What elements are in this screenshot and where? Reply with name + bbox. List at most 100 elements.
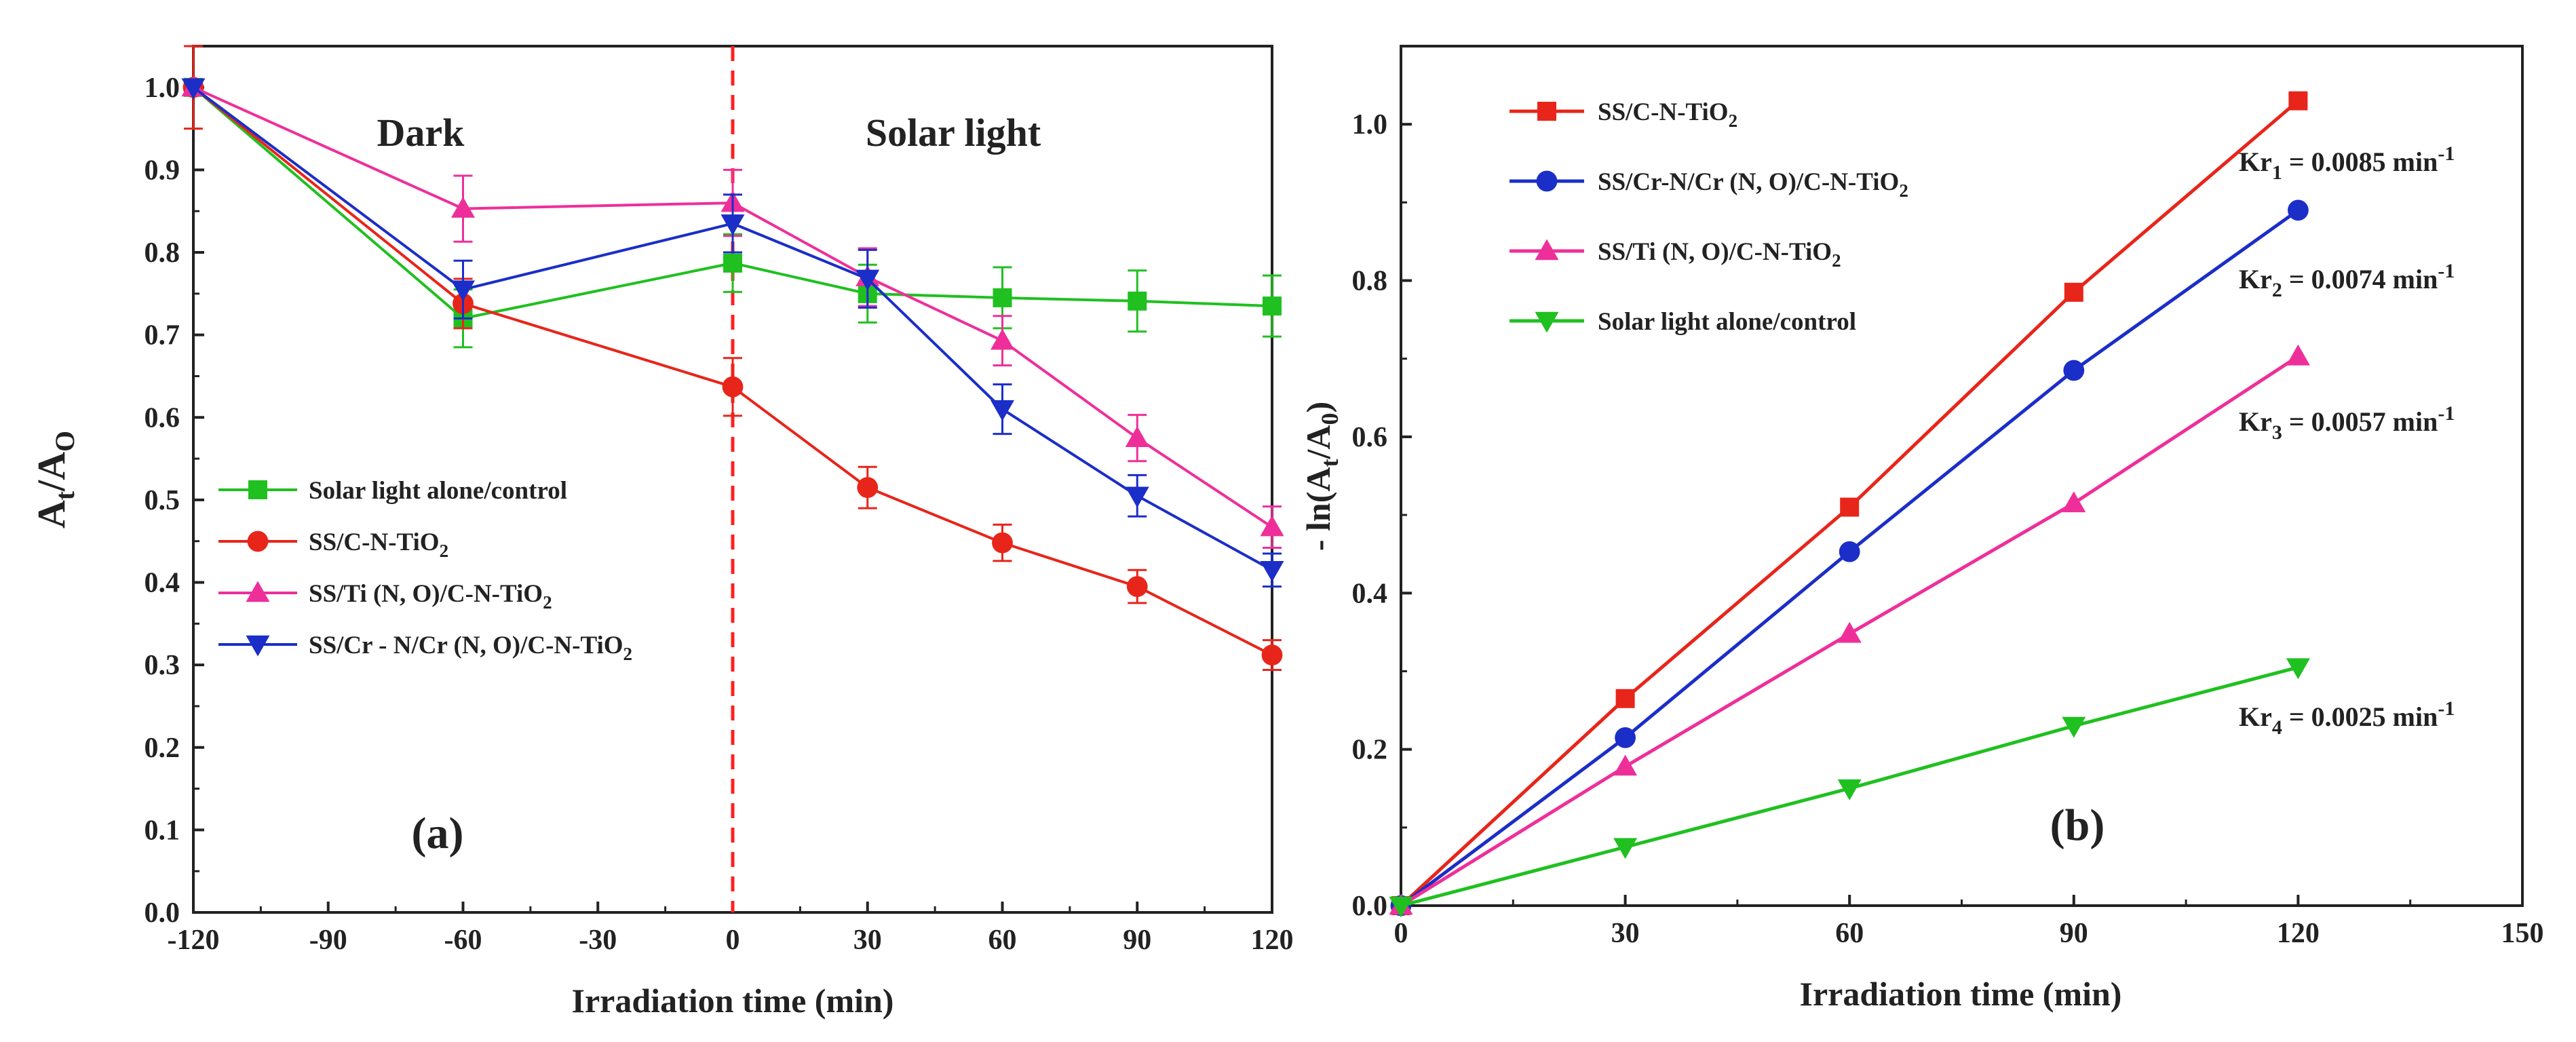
panel-b-legend-label-part-1: 2	[1899, 180, 1908, 201]
panel-a-legend: Solar light alone/controlSS/C-N-TiO2SS/T…	[218, 477, 632, 664]
panel-b-legend-label-part-0: SS/C-N-TiO	[1598, 98, 1729, 126]
panel-b-rate-prefix: Kr	[2239, 147, 2272, 177]
panel-b-rate-subscript: 1	[2272, 161, 2282, 184]
panel-b-rate-value: = 0.0025 min	[2282, 701, 2438, 732]
panel-b-rate-superscript: -1	[2438, 697, 2455, 720]
panel-b-data-point	[2286, 344, 2310, 366]
panel-a-dark-annotation: Dark	[377, 111, 465, 155]
panel-a-legend-label-part-0: SS/C-N-TiO	[309, 528, 440, 556]
panel-a-y-tick-label: 0.6	[145, 402, 180, 433]
panel-b-data-point	[1840, 497, 1860, 517]
panel-a-chart: -120 -90 -60 -30 0 30 60 90 120 0.0 0.1 0.2 0.3 0.4 0.…	[29, 45, 1294, 1020]
panel-a-x-tick-label: 60	[988, 925, 1017, 956]
panel-a-y-tick-label: 1.0	[145, 73, 180, 104]
panel-b-legend-label: SS/Ti (N, O)/C-N-TiO2	[1598, 238, 1841, 271]
panel-b-data-point	[2286, 658, 2310, 680]
panel-b-legend-marker	[1535, 239, 1559, 260]
panel-b-rate-prefix: Kr	[2239, 701, 2272, 732]
panel-a-legend-marker	[247, 530, 269, 552]
panel-b-x-axis-title: Irradiation time (min)	[1800, 975, 2122, 1013]
panel-b-series-1	[1390, 199, 2309, 916]
panel-a-series	[181, 45, 1284, 671]
panel-a-y-title-mid: /A	[29, 452, 73, 492]
panel-a-y-tick-label: 0.0	[145, 898, 180, 929]
panel-a-data-point	[1261, 644, 1283, 665]
panel-a-data-point	[1126, 576, 1148, 598]
panel-a-data-point	[1125, 486, 1149, 508]
panel-a-y-tick-label: 0.4	[145, 568, 180, 599]
panel-b-ticks: 0 30 60 90 120 150 0.0 0.2 0.4 0.6 0.8 1.0	[1352, 109, 2544, 949]
panel-b-data-point	[2064, 282, 2083, 302]
panel-b-rate-superscript: -1	[2438, 402, 2455, 425]
panel-b-label: (b)	[2050, 800, 2105, 850]
panel-a-x-tick-label: -120	[168, 925, 220, 956]
panel-a-x-tick-label: -90	[309, 925, 347, 956]
panel-b-y-tick-label: 1.0	[1352, 109, 1388, 140]
panel-b-y-tick-label: 0.4	[1352, 578, 1388, 609]
panel-b-y-tick-label: 0.8	[1352, 266, 1388, 297]
panel-b-rate-label: Kr1 = 0.0085 min-1	[2239, 142, 2455, 184]
panel-a-x-tick-label: -30	[579, 925, 617, 956]
panel-a-legend-marker	[246, 635, 270, 657]
panel-b-x-tick-label: 0	[1394, 918, 1408, 949]
panel-b-rate-subscript: 2	[2272, 279, 2282, 301]
panel-a-legend-label: SS/C-N-TiO2	[309, 528, 448, 561]
panel-a-legend-label-part-0: SS/Ti (N, O)/C-N-TiO	[309, 580, 543, 608]
panel-a-legend-label: SS/Ti (N, O)/C-N-TiO2	[309, 580, 552, 613]
panel-a-y-tick-label: 0.7	[145, 320, 180, 351]
panel-b-data-point	[1839, 541, 1860, 562]
panel-b-data-point	[1389, 896, 1413, 918]
panel-b-y-title-sub1: t	[1316, 459, 1343, 467]
panel-b-legend-label: SS/C-N-TiO2	[1598, 98, 1737, 131]
panel-a-data-point	[720, 214, 745, 235]
panel-a-y-tick-label: 0.1	[145, 815, 180, 846]
panel-b-data-point	[1615, 689, 1635, 708]
panel-a-data-point	[856, 269, 880, 291]
panel-a-series-1	[182, 45, 1283, 671]
panel-b-y-title-base: - ln(A	[1299, 467, 1337, 552]
panel-b-rate-superscript: -1	[2438, 142, 2455, 165]
panel-a-label: (a)	[412, 809, 464, 858]
panel-b-rate-prefix: Kr	[2239, 406, 2272, 437]
panel-b-legend-label-part-1: 2	[1832, 250, 1841, 271]
panel-b-legend-label-part-0: Solar light alone/control	[1598, 308, 1856, 336]
panel-b-x-tick-label: 60	[1835, 918, 1864, 949]
panel-b-rate-subscript: 3	[2272, 421, 2282, 444]
panel-b-rate-prefix: Kr	[2239, 264, 2272, 294]
panel-b-y-tick-label: 0.0	[1352, 891, 1388, 922]
panel-a-y-tick-label: 0.5	[145, 485, 180, 516]
panel-a-data-point	[1263, 296, 1282, 316]
panel-a-y-tick-label: 0.8	[145, 237, 180, 269]
panel-b-legend-label: SS/Cr-N/Cr (N, O)/C-N-TiO2	[1598, 168, 1908, 201]
panel-b-data-point	[1837, 621, 1862, 643]
panel-b-series	[1389, 91, 2310, 918]
panel-a-data-point	[181, 78, 206, 100]
panel-a-y-title-sub2: O	[50, 431, 80, 452]
panel-a-y-tick-label: 0.9	[145, 155, 180, 186]
panel-b-data-point	[2288, 91, 2308, 111]
panel-b-y-title-end: )	[1299, 402, 1337, 413]
panel-a-data-point	[1128, 291, 1147, 311]
panel-a-solar-annotation: Solar light	[866, 111, 1041, 155]
panel-a-x-tick-label: 30	[853, 925, 882, 956]
panel-a-ticks: -120 -90 -60 -30 0 30 60 90 120 0.0 0.1 0.2 0.3 0.4 0.…	[145, 73, 1294, 956]
panel-b-data-point	[1615, 727, 1636, 748]
panel-b-legend-label-part-0: SS/Cr-N/Cr (N, O)/C-N-TiO	[1598, 168, 1899, 196]
panel-a-legend-label: SS/Cr - N/Cr (N, O)/C-N-TiO2	[309, 632, 632, 664]
panel-a-data-point	[1260, 515, 1284, 537]
panel-a-legend-label-part-1: 2	[440, 541, 449, 561]
panel-a-x-tick-label: 120	[1251, 925, 1294, 956]
panel-b-rate-label: Kr4 = 0.0025 min-1	[2239, 697, 2455, 739]
panel-b-data-point	[2288, 199, 2309, 221]
panel-b-data-point	[1837, 779, 1862, 800]
panel-b-legend-marker	[1535, 311, 1559, 333]
panel-a-data-point	[451, 280, 475, 302]
panel-a-legend-marker	[248, 480, 267, 499]
panel-b-rate-value: = 0.0074 min	[2282, 264, 2438, 294]
panel-b-data-point	[2062, 491, 2086, 513]
panel-b-y-title-mid: /A	[1299, 425, 1337, 460]
panel-b-x-tick-label: 120	[2277, 918, 2320, 949]
panel-b-rate-superscript: -1	[2438, 260, 2455, 282]
